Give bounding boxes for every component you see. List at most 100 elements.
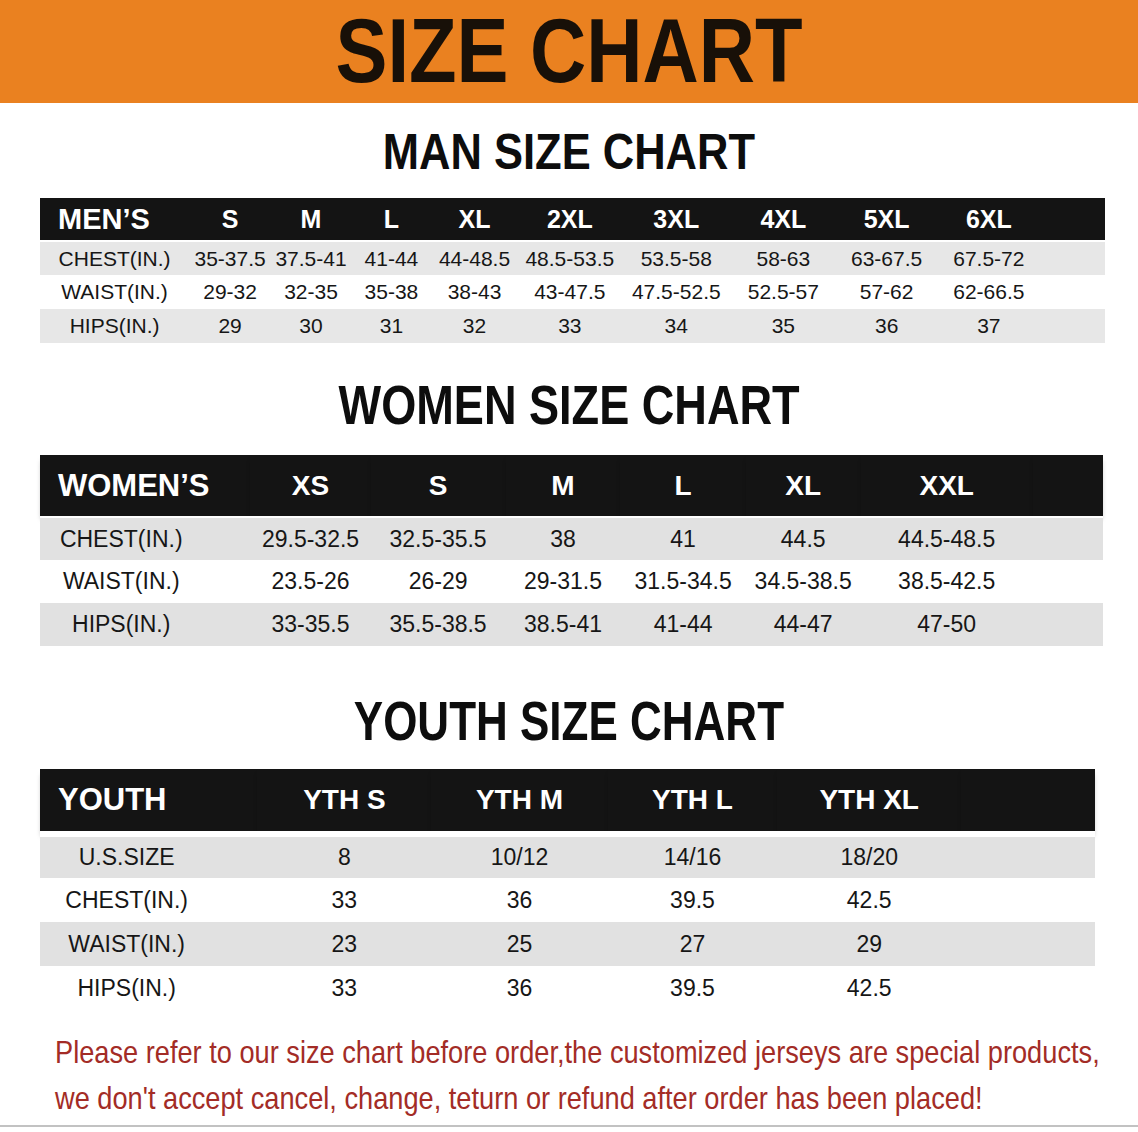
disclaimer: Please refer to our size chart before or… <box>55 1029 1138 1121</box>
measurement-value: 33 <box>257 878 431 922</box>
men-heading: MAN SIZE CHART <box>0 123 1138 181</box>
size-column-header: XL <box>432 198 517 241</box>
measurement-row: HIPS(IN.)293031323334353637 <box>40 309 1105 343</box>
size-column-header: 5XL <box>837 198 937 241</box>
size-column-header: YTH M <box>431 769 607 834</box>
row-spacer <box>961 878 1095 922</box>
measurement-value: 18/20 <box>777 834 961 878</box>
size-column-header: 2XL <box>517 198 622 241</box>
size-charts: MAN SIZE CHART MEN’SSMLXL2XL3XL4XL5XL6XL… <box>0 123 1138 1010</box>
measurement-value: 44-48.5 <box>432 241 517 275</box>
measurement-row: CHEST(IN.)35-37.537.5-4141-4444-48.548.5… <box>40 241 1105 275</box>
size-group-label: YOUTH <box>40 769 257 834</box>
measurement-value: 39.5 <box>608 966 778 1010</box>
measurement-value: 29 <box>777 922 961 966</box>
measurement-value: 32.5-35.5 <box>371 517 506 560</box>
measurement-value: 53.5-58 <box>623 241 731 275</box>
row-spacer <box>1033 560 1103 603</box>
measurement-row: CHEST(IN.)333639.542.5 <box>40 878 1095 922</box>
measurement-label: WAIST(IN.) <box>40 275 189 309</box>
disclaimer-line-2: we don't accept cancel, change, teturn o… <box>55 1075 976 1121</box>
measurement-value: 52.5-57 <box>730 275 837 309</box>
row-spacer <box>961 922 1095 966</box>
measurement-value: 35.5-38.5 <box>371 603 506 646</box>
youth-heading: YOUTH SIZE CHART <box>0 689 1138 753</box>
size-column-header: XL <box>746 455 861 517</box>
measurement-value: 48.5-53.5 <box>517 241 622 275</box>
measurement-value: 36 <box>431 878 607 922</box>
size-column-header: 3XL <box>623 198 731 241</box>
measurement-value: 31 <box>351 309 432 343</box>
measurement-value: 33-35.5 <box>250 603 370 646</box>
measurement-value: 47-50 <box>861 603 1033 646</box>
row-spacer <box>1033 603 1103 646</box>
measurement-value: 36 <box>837 309 937 343</box>
bottom-divider <box>0 1125 1138 1127</box>
header-spacer <box>1033 455 1103 517</box>
size-group-label: WOMEN’S <box>40 455 250 517</box>
measurement-value: 29-32 <box>189 275 271 309</box>
measurement-value: 34.5-38.5 <box>746 560 861 603</box>
measurement-value: 34 <box>623 309 731 343</box>
measurement-label: HIPS(IN.) <box>40 603 250 646</box>
size-column-header: S <box>189 198 271 241</box>
measurement-label: WAIST(IN.) <box>40 922 257 966</box>
row-spacer <box>1041 275 1105 309</box>
size-group-label: MEN’S <box>40 198 189 241</box>
measurement-value: 33 <box>517 309 622 343</box>
measurement-value: 37.5-41 <box>271 241 351 275</box>
measurement-value: 39.5 <box>608 878 778 922</box>
measurement-label: HIPS(IN.) <box>40 309 189 343</box>
size-column-header: 4XL <box>730 198 837 241</box>
measurement-value: 10/12 <box>431 834 607 878</box>
measurement-value: 41 <box>620 517 745 560</box>
measurement-value: 29 <box>189 309 271 343</box>
measurement-value: 32 <box>432 309 517 343</box>
section-men: MAN SIZE CHART MEN’SSMLXL2XL3XL4XL5XL6XL… <box>0 123 1138 343</box>
row-spacer <box>1033 517 1103 560</box>
banner: SIZE CHART <box>0 0 1138 103</box>
size-column-header: M <box>271 198 351 241</box>
size-column-header: 6XL <box>937 198 1041 241</box>
disclaimer-line-1: Please refer to our size chart before or… <box>55 1029 976 1075</box>
row-spacer <box>1041 309 1105 343</box>
measurement-label: CHEST(IN.) <box>40 517 250 560</box>
women-heading: WOMEN SIZE CHART <box>0 373 1138 437</box>
measurement-value: 36 <box>431 966 607 1010</box>
measurement-value: 42.5 <box>777 878 961 922</box>
measurement-value: 35-37.5 <box>189 241 271 275</box>
measurement-value: 31.5-34.5 <box>620 560 745 603</box>
measurement-value: 67.5-72 <box>937 241 1041 275</box>
measurement-value: 58-63 <box>730 241 837 275</box>
measurement-label: U.S.SIZE <box>40 834 257 878</box>
section-women: WOMEN SIZE CHART WOMEN’SXSSMLXLXXLCHEST(… <box>0 373 1138 646</box>
measurement-value: 38.5-41 <box>506 603 621 646</box>
measurement-value: 23.5-26 <box>250 560 370 603</box>
measurement-value: 63-67.5 <box>837 241 937 275</box>
measurement-row: CHEST(IN.)29.5-32.532.5-35.5384144.544.5… <box>40 517 1103 560</box>
measurement-value: 62-66.5 <box>937 275 1041 309</box>
measurement-value: 32-35 <box>271 275 351 309</box>
measurement-value: 47.5-52.5 <box>623 275 731 309</box>
measurement-value: 44.5 <box>746 517 861 560</box>
measurement-value: 38 <box>506 517 621 560</box>
measurement-value: 44-47 <box>746 603 861 646</box>
size-column-header: L <box>351 198 432 241</box>
women-size-table: WOMEN’SXSSMLXLXXLCHEST(IN.)29.5-32.532.5… <box>40 455 1103 646</box>
header-spacer <box>1041 198 1105 241</box>
measurement-row: WAIST(IN.)29-3232-3535-3838-4343-47.547.… <box>40 275 1105 309</box>
measurement-value: 8 <box>257 834 431 878</box>
measurement-label: HIPS(IN.) <box>40 966 257 1010</box>
measurement-value: 37 <box>937 309 1041 343</box>
measurement-value: 29-31.5 <box>506 560 621 603</box>
row-spacer <box>1041 241 1105 275</box>
measurement-value: 42.5 <box>777 966 961 1010</box>
measurement-value: 35 <box>730 309 837 343</box>
measurement-label: WAIST(IN.) <box>40 560 250 603</box>
measurement-value: 27 <box>608 922 778 966</box>
measurement-value: 14/16 <box>608 834 778 878</box>
measurement-row: HIPS(IN.)333639.542.5 <box>40 966 1095 1010</box>
measurement-value: 30 <box>271 309 351 343</box>
measurement-value: 43-47.5 <box>517 275 622 309</box>
measurement-value: 41-44 <box>620 603 745 646</box>
